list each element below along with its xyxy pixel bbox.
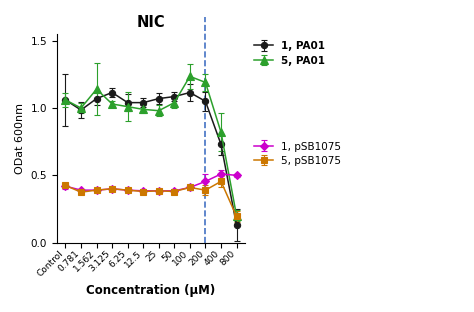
X-axis label: Concentration (μM): Concentration (μM): [86, 284, 216, 297]
Title: NIC: NIC: [137, 15, 165, 30]
Legend: 1, pSB1075, 5, pSB1075: 1, pSB1075, 5, pSB1075: [252, 139, 344, 168]
Y-axis label: ODat 600nm: ODat 600nm: [15, 103, 25, 174]
